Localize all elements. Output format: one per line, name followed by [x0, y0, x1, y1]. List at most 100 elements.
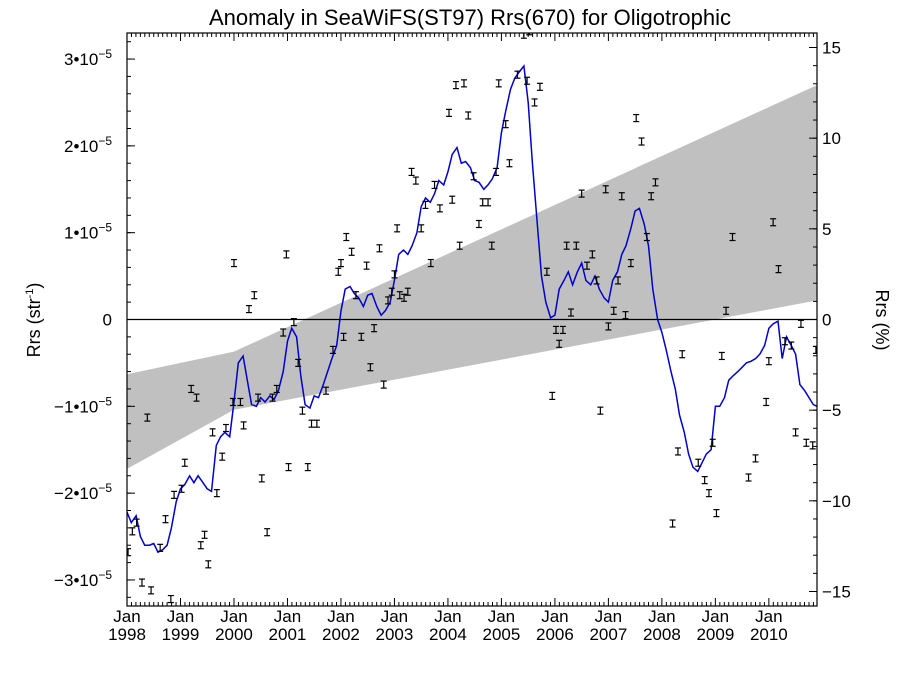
data-point	[788, 341, 795, 350]
data-point	[765, 357, 772, 366]
data-point	[237, 397, 244, 407]
data-point	[549, 391, 556, 400]
x-tick-label-year: 2006	[536, 625, 574, 644]
y-left-tick-label: −3•10−5	[54, 568, 112, 590]
y-left-tick-times: •10	[73, 224, 98, 243]
x-tick-label-year: 2005	[483, 625, 521, 644]
data-point	[171, 490, 178, 499]
data-point	[431, 180, 438, 190]
data-point	[230, 258, 237, 268]
data-point	[803, 438, 810, 447]
y-right-tick-label: −5	[822, 401, 841, 420]
data-point	[348, 247, 355, 256]
y-left-tick-exponent: −5	[98, 134, 112, 148]
y-axis-left-title-sup: -1	[24, 289, 36, 299]
data-point	[148, 586, 155, 595]
x-tick-label-month: Jan	[755, 607, 782, 626]
y-axis-right-title: Rrs (%)	[872, 290, 892, 351]
data-point	[543, 267, 550, 276]
data-point	[308, 419, 315, 428]
data-point	[589, 250, 596, 259]
data-point	[485, 198, 492, 207]
data-point	[418, 224, 425, 233]
x-tick-label-month: Jan	[434, 607, 461, 626]
x-tick-label-year: 1998	[108, 625, 146, 644]
data-point	[178, 484, 185, 493]
data-point	[770, 218, 777, 227]
data-point	[363, 261, 370, 270]
data-point	[222, 423, 229, 433]
data-point	[584, 261, 590, 270]
y-left-tick-label: 1•10−5	[64, 221, 112, 243]
data-point	[394, 224, 401, 233]
data-point	[197, 541, 204, 550]
data-point	[396, 291, 403, 300]
data-point	[219, 452, 226, 461]
data-point	[446, 108, 452, 117]
y-right-tick-label: 0	[822, 311, 831, 330]
data-point	[285, 462, 292, 472]
data-point	[144, 413, 151, 422]
y-left-tick-mantissa: 3	[64, 50, 73, 69]
data-point	[633, 113, 640, 123]
data-point	[605, 322, 612, 331]
data-point	[809, 441, 816, 450]
x-tick-label-year: 2003	[376, 625, 414, 644]
data-point	[408, 167, 415, 177]
data-point	[229, 397, 236, 407]
data-point	[167, 594, 174, 604]
data-point	[193, 393, 200, 402]
data-point	[597, 406, 604, 415]
data-point	[578, 189, 585, 198]
data-point	[524, 76, 531, 85]
data-point	[638, 137, 645, 146]
data-point	[648, 192, 655, 201]
anomaly-line	[127, 64, 817, 554]
x-tick-label-year: 2007	[589, 625, 627, 644]
data-point	[536, 82, 543, 91]
data-point	[556, 339, 563, 348]
data-point	[573, 241, 580, 250]
data-point	[792, 428, 799, 437]
y-right-tick-label: −15	[822, 582, 851, 601]
y-left-tick-mantissa: −2	[54, 484, 73, 503]
data-point	[138, 578, 145, 587]
x-tick-label-month: Jan	[167, 607, 194, 626]
data-point	[493, 167, 500, 177]
data-point	[610, 306, 617, 315]
data-point	[602, 185, 609, 194]
data-point	[669, 519, 676, 528]
y-left-tick-times: •10	[73, 571, 98, 590]
data-point	[781, 337, 788, 346]
data-point	[563, 241, 570, 250]
y-left-tick-label: 0	[103, 311, 112, 330]
data-point	[627, 258, 634, 268]
data-point	[502, 120, 509, 129]
x-tick-label-month: Jan	[702, 607, 729, 626]
y-left-tick-exponent: −5	[98, 568, 112, 582]
data-point	[729, 232, 736, 242]
data-point	[376, 244, 383, 253]
data-point	[352, 291, 359, 300]
y-left-tick-mantissa: −1	[54, 397, 73, 416]
data-point	[201, 530, 208, 539]
data-point	[593, 276, 600, 285]
y-right-tick-label: −10	[822, 492, 851, 511]
y-right-tick-label: 10	[822, 129, 841, 148]
y-right-tick-label: 5	[822, 220, 831, 239]
data-point	[718, 351, 725, 361]
data-point	[775, 265, 782, 274]
data-point	[460, 79, 467, 88]
y-left-tick-exponent: −5	[98, 394, 112, 408]
data-point	[157, 543, 164, 552]
data-point	[269, 393, 276, 402]
data-point	[209, 428, 216, 437]
data-point	[615, 276, 622, 285]
data-point	[251, 291, 258, 300]
y-left-tick-times: •10	[73, 137, 98, 156]
y-left-tick-label: 3•10−5	[64, 47, 112, 69]
data-point	[709, 438, 716, 447]
x-tick-label-year: 2010	[750, 625, 788, 644]
x-tick-label-month: Jan	[541, 607, 568, 626]
